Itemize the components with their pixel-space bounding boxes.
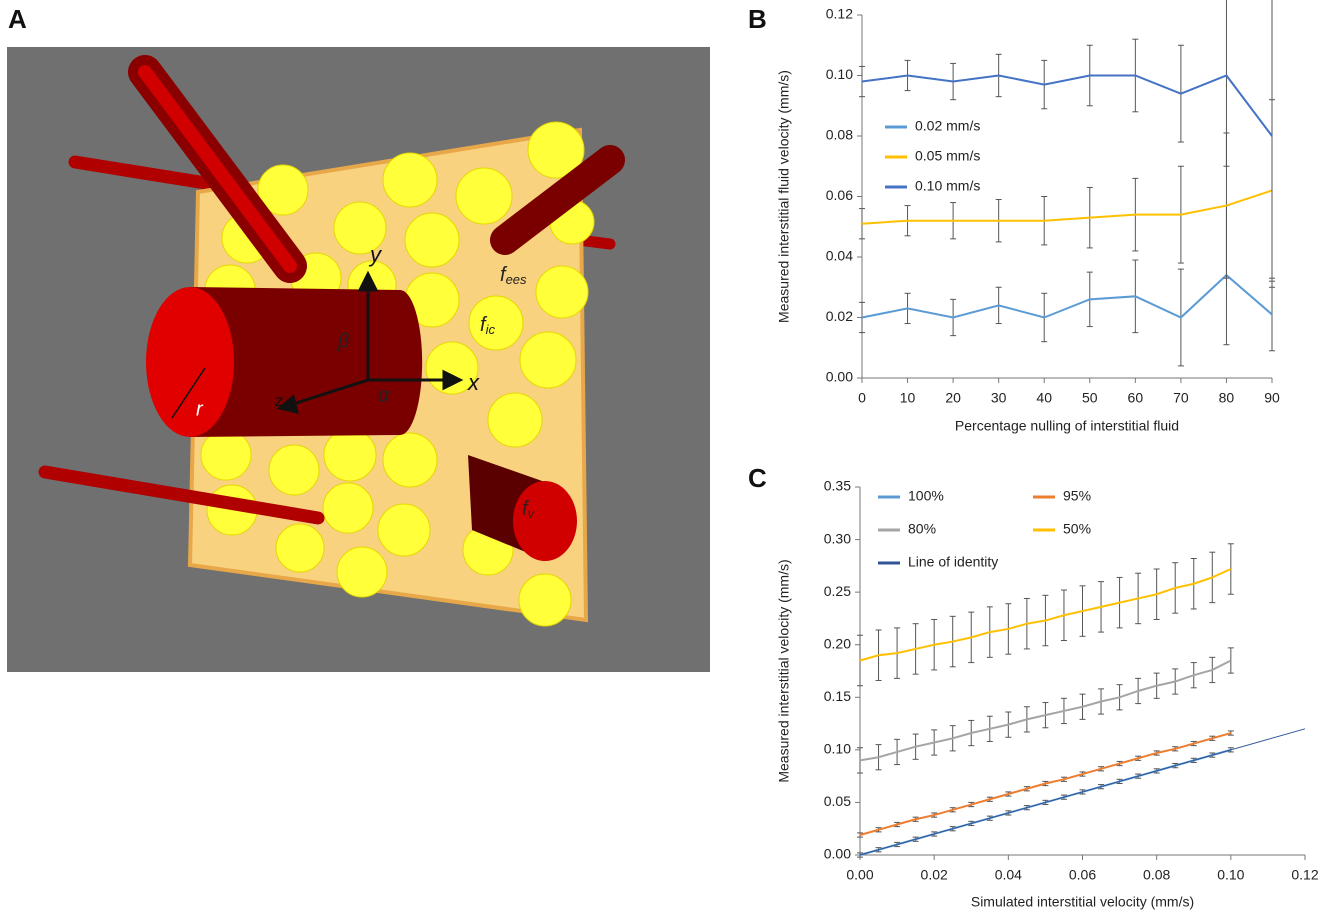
x-tick-label: 20 xyxy=(945,390,961,406)
symbol: f xyxy=(500,264,508,286)
series xyxy=(859,205,1275,367)
symbol: f xyxy=(522,498,530,520)
x-tick-label: 0.02 xyxy=(921,867,948,883)
error-bar xyxy=(1223,0,1230,167)
y-tick-label: 0.00 xyxy=(826,369,853,385)
y-axis-title: Measured interstitial fluid velocity (mm… xyxy=(776,70,792,323)
axes-glyph xyxy=(171,270,464,419)
subscript: v xyxy=(528,506,536,521)
y-tick-label: 0.25 xyxy=(824,583,851,599)
series xyxy=(857,647,1234,774)
series-line xyxy=(861,189,1273,225)
y-axis-title: Measured interstitial velocity (mm/s) xyxy=(776,559,792,782)
x-tick-label: 70 xyxy=(1173,390,1189,406)
legend-label: 0.02 mm/s xyxy=(915,118,980,134)
x-tick-label: 10 xyxy=(900,390,916,406)
vessel-end xyxy=(513,481,577,561)
x-tick-label: 0.10 xyxy=(1217,867,1244,883)
x-tick-label: 40 xyxy=(1036,390,1052,406)
y-tick-label: 0.12 xyxy=(826,6,853,22)
error-bar xyxy=(1227,543,1234,595)
legend-label: 100% xyxy=(908,488,944,504)
error-bar xyxy=(857,832,863,838)
vessel-end xyxy=(146,287,234,437)
y-tick-label: 0.00 xyxy=(824,846,851,862)
subscript: ees xyxy=(506,272,527,287)
legend-label: 80% xyxy=(908,521,936,537)
angle-label: β xyxy=(337,330,349,352)
y-tick-label: 0.10 xyxy=(826,66,853,82)
x-axis-title: Simulated interstitial velocity (mm/s) xyxy=(971,894,1194,910)
y-tick-label: 0.35 xyxy=(824,478,851,494)
series-line xyxy=(859,728,1306,856)
series xyxy=(859,0,1275,288)
legend-label: 0.05 mm/s xyxy=(915,148,980,164)
vessel xyxy=(38,465,325,525)
y-tick-label: 0.10 xyxy=(824,741,851,757)
vessel-large xyxy=(190,287,423,437)
x-tick-label: 0.06 xyxy=(1069,867,1096,883)
y-tick-label: 0.04 xyxy=(826,248,853,264)
x-tick-label: 0.00 xyxy=(846,867,873,883)
axis-label: z xyxy=(274,393,283,410)
series xyxy=(859,728,1306,856)
panel-label: C xyxy=(748,463,767,493)
legend-label: 0.10 mm/s xyxy=(915,178,980,194)
y-tick-label: 0.02 xyxy=(826,308,853,324)
x-tick-label: 80 xyxy=(1219,390,1235,406)
angle-label: α xyxy=(378,384,390,406)
x-tick-label: 0.04 xyxy=(995,867,1022,883)
panel-label: A xyxy=(8,4,27,34)
panel-label: B xyxy=(748,4,767,34)
x-tick-label: 90 xyxy=(1264,390,1280,406)
y-tick-label: 0.05 xyxy=(824,793,851,809)
series-line xyxy=(859,732,1232,836)
vessel xyxy=(490,145,625,255)
y-tick-label: 0.20 xyxy=(824,635,851,651)
series-line xyxy=(859,568,1232,662)
illustration: y x z β α r fees fic fv xyxy=(7,47,710,672)
vessel xyxy=(138,65,297,273)
axis-label: y xyxy=(368,242,383,267)
y-tick-label: 0.06 xyxy=(826,187,853,203)
series-line xyxy=(859,659,1232,762)
series xyxy=(857,730,1234,838)
x-tick-label: 30 xyxy=(991,390,1007,406)
x-tick-label: 60 xyxy=(1128,390,1144,406)
series xyxy=(857,543,1234,687)
x-tick-label: 0 xyxy=(858,390,866,406)
x-tick-label: 0.12 xyxy=(1291,867,1318,883)
compartment-label: fv xyxy=(522,498,536,521)
compartment-label: fees xyxy=(500,264,527,287)
error-bar xyxy=(1227,647,1234,674)
subscript: ic xyxy=(486,322,496,337)
series-line xyxy=(861,273,1273,319)
y-tick-label: 0.30 xyxy=(824,530,851,546)
x-axis-title: Percentage nulling of interstitial fluid xyxy=(955,418,1179,434)
radius-label: r xyxy=(196,398,204,420)
legend-label: Line of identity xyxy=(908,554,998,570)
legend-label: 95% xyxy=(1063,488,1091,504)
symbol: f xyxy=(480,314,488,336)
y-tick-label: 0.08 xyxy=(826,127,853,143)
axis-label: x xyxy=(467,370,480,395)
error-bar xyxy=(859,208,865,240)
compartment-label: fic xyxy=(480,314,495,337)
error-bar xyxy=(1269,0,1275,288)
x-tick-label: 0.08 xyxy=(1143,867,1170,883)
x-tick-label: 50 xyxy=(1082,390,1098,406)
error-bar xyxy=(1227,730,1234,736)
series-line xyxy=(861,74,1273,137)
y-tick-label: 0.15 xyxy=(824,688,851,704)
error-bar xyxy=(857,747,863,774)
legend-label: 50% xyxy=(1063,521,1091,537)
